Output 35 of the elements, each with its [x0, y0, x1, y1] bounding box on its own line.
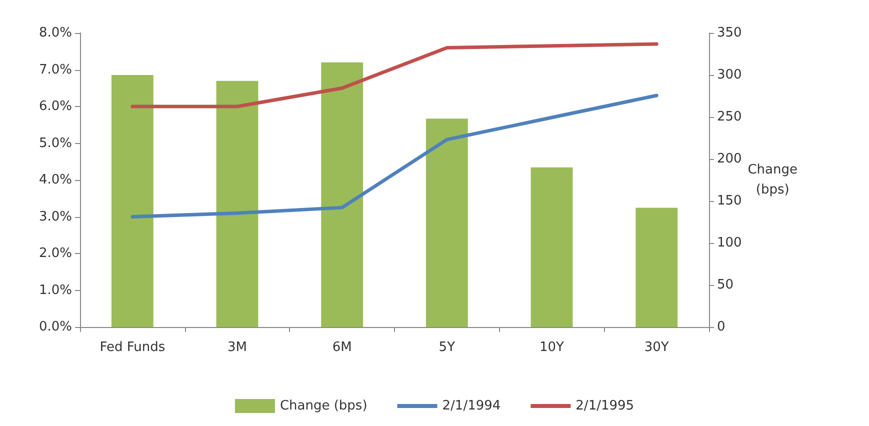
- y-tick-label: 3.0%: [38, 209, 72, 224]
- y-tick-label: 0.0%: [38, 320, 72, 334]
- y2-tick-label: 50: [717, 278, 734, 292]
- y2-tick-label: 150: [717, 194, 742, 208]
- y-tick-label: 6.0%: [38, 99, 72, 114]
- y-tick-label: 4.0%: [38, 172, 72, 188]
- y-tick-label: 2.0%: [38, 246, 72, 261]
- bar: [216, 80, 258, 327]
- legend-label: Change (bps): [280, 398, 368, 414]
- x-tick-label: 3M: [228, 340, 247, 355]
- legend-label: 2/1/1995: [576, 398, 634, 414]
- bar: [111, 75, 154, 327]
- legend-label: 2/1/1994: [442, 398, 501, 414]
- bar: [636, 208, 678, 327]
- y2-tick-label: 100: [717, 236, 742, 250]
- y2-tick-label: 0: [717, 320, 726, 334]
- bar: [426, 118, 468, 327]
- line-series: [130, 42, 658, 108]
- bar: [321, 62, 364, 327]
- y-tick-label: 8.0%: [38, 26, 72, 40]
- x-tick-label: 10Y: [540, 340, 564, 355]
- x-tick-label: 6M: [332, 340, 352, 355]
- y2-tick-label: 300: [717, 68, 742, 82]
- x-tick-label: Fed Funds: [100, 340, 166, 355]
- y2-tick-label: 200: [717, 152, 742, 166]
- y2-axis-title: Change (bps): [748, 162, 798, 198]
- y-tick-label: 5.0%: [38, 136, 72, 151]
- x-tick-label: 5Y: [438, 340, 456, 355]
- y2-tick-label: 350: [717, 26, 742, 40]
- y2-tick-label: 250: [717, 110, 742, 124]
- x-tick-label: 30Y: [644, 340, 669, 355]
- bar: [530, 167, 573, 327]
- y-tick-label: 1.0%: [38, 282, 72, 298]
- y-tick-label: 7.0%: [38, 62, 72, 78]
- line-series: [130, 94, 658, 218]
